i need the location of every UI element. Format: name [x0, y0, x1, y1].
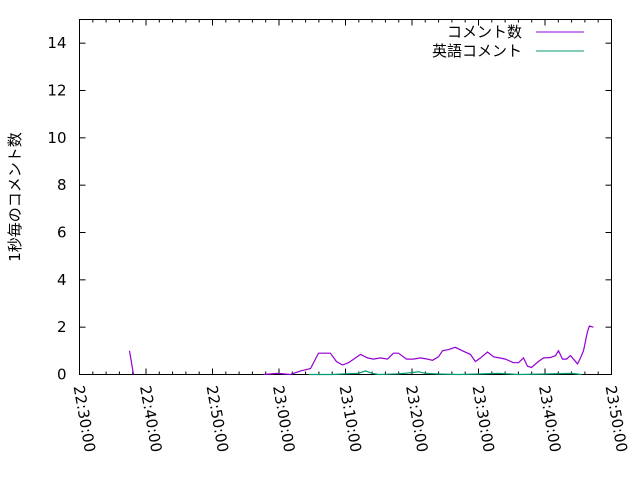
legend-label-0: コメント数 — [447, 23, 522, 41]
y-tick-label: 6 — [57, 224, 67, 242]
y-tick-label: 8 — [57, 176, 67, 194]
series-line-0 — [263, 325, 594, 376]
y-tick-label: 4 — [57, 271, 67, 289]
x-tick-label: 22:30:00 — [70, 384, 99, 453]
y-tick-label: 10 — [47, 129, 66, 147]
x-tick-label: 23:20:00 — [402, 384, 431, 453]
y-tick-label: 12 — [47, 82, 66, 100]
series-line-1 — [308, 370, 582, 376]
x-tick-label: 22:50:00 — [203, 384, 232, 453]
y-tick-label: 2 — [57, 318, 67, 336]
plot-frame — [79, 19, 612, 375]
x-tick-label: 22:40:00 — [136, 384, 165, 453]
x-tick-label: 23:40:00 — [535, 384, 564, 453]
legend: コメント数 英語コメント — [432, 23, 584, 60]
y-tick-label: 14 — [47, 34, 66, 52]
x-tick-label: 23:50:00 — [602, 384, 631, 453]
series-line-0 — [128, 350, 135, 375]
x-tick-label: 23:00:00 — [269, 384, 298, 453]
x-tick-label: 23:10:00 — [336, 384, 365, 453]
y-axis-label: 1秒毎のコメント数 — [6, 132, 24, 262]
legend-label-1: 英語コメント — [432, 42, 522, 60]
y-tick-label: 0 — [57, 366, 67, 384]
x-tick-label: 23:30:00 — [469, 384, 498, 453]
